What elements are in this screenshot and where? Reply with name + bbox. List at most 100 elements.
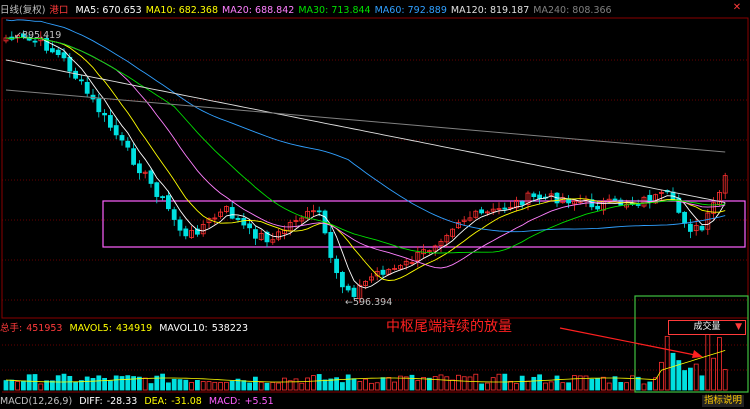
- volume-bar: [84, 376, 90, 391]
- volume-bar: [305, 377, 311, 391]
- volume-bar: [444, 376, 450, 391]
- ma-line-ma60: [5, 19, 726, 233]
- volume-bar: [154, 375, 160, 391]
- mavol5-label: MAVOL5:: [69, 323, 112, 334]
- volume-bar: [90, 378, 96, 391]
- macd-label: MACD:: [208, 396, 241, 407]
- candle: [496, 208, 502, 211]
- candle: [363, 280, 369, 286]
- volume-bar: [455, 374, 461, 391]
- volume-bar: [310, 375, 316, 391]
- candle: [102, 112, 107, 116]
- volume-bar: [397, 375, 403, 391]
- macd-params: MACD(12,26,9): [0, 396, 73, 407]
- volume-bar: [409, 374, 415, 391]
- volume-bar: [647, 381, 653, 391]
- volume-bar: [438, 374, 444, 391]
- candle: [131, 148, 137, 165]
- symbol-label: 港口: [49, 5, 69, 16]
- volume-bar: [241, 380, 247, 391]
- candle: [525, 192, 531, 205]
- volume-bar: [426, 377, 432, 391]
- volume-bar: [624, 382, 629, 391]
- volume-label: 总手:: [0, 323, 23, 334]
- volume-bar: [200, 381, 206, 391]
- candle: [380, 269, 386, 275]
- candle: [455, 222, 461, 229]
- candle: [479, 209, 485, 214]
- candle: [357, 284, 363, 299]
- volume-bar: [537, 374, 542, 391]
- candle: [351, 287, 357, 297]
- volume-bar: [490, 377, 496, 391]
- high-price-marker: ↙895.419: [14, 30, 62, 41]
- volume-bar: [247, 382, 253, 391]
- candle: [136, 163, 142, 174]
- volume-bar: [473, 373, 479, 391]
- volume-bar: [136, 376, 142, 391]
- volume-bar: [38, 383, 44, 391]
- candle: [108, 115, 113, 128]
- period-label[interactable]: 日线(复权): [0, 5, 46, 16]
- close-icon[interactable]: ✕: [732, 2, 742, 13]
- volume-bar: [357, 381, 363, 391]
- candle: [154, 182, 160, 197]
- candle: [693, 225, 699, 232]
- volume-bar: [26, 374, 32, 391]
- volume-bar: [659, 361, 664, 391]
- volume-bar: [322, 379, 328, 391]
- volume-bar: [235, 378, 241, 391]
- volume-bar: [73, 381, 78, 391]
- volume-bar: [664, 335, 670, 391]
- volume-bar: [50, 380, 55, 391]
- volume-bar: [467, 376, 473, 391]
- volume-bar: [9, 379, 15, 391]
- candle: [189, 229, 195, 238]
- annotation-arrowhead: [692, 350, 703, 358]
- volume-bar: [670, 352, 676, 391]
- candle: [484, 211, 490, 214]
- candle: [339, 271, 345, 288]
- candle: [334, 258, 340, 274]
- candle: [252, 229, 258, 239]
- candle: [171, 209, 177, 220]
- volume-bar: [351, 378, 357, 391]
- candle: [84, 81, 90, 94]
- candle: [461, 219, 467, 222]
- candle: [50, 48, 55, 53]
- volume-bar: [142, 377, 148, 391]
- indicator-help-button[interactable]: 指标说明: [702, 395, 745, 407]
- candle: [705, 212, 711, 230]
- volume-bar: [548, 381, 554, 391]
- candle: [711, 202, 716, 214]
- ma-legend-ma120: MA120: 819.187: [450, 5, 530, 16]
- candle: [235, 217, 241, 220]
- volume-bar: [160, 373, 166, 391]
- candle: [223, 206, 229, 213]
- volume-dropdown-label: 成交量: [693, 322, 721, 332]
- ma-legend-ma10: MA10: 682.368: [145, 5, 219, 16]
- volume-bar: [339, 382, 345, 391]
- volume-bar: [601, 376, 606, 391]
- volume-bar: [693, 363, 699, 391]
- candle: [79, 79, 84, 82]
- candle: [55, 49, 61, 56]
- candle: [270, 239, 276, 243]
- volume-legend: 总手: 451953 MAVOL5: 434919 MAVOL10: 538223: [0, 322, 252, 336]
- candle: [467, 217, 473, 221]
- candle: [32, 40, 38, 43]
- volume-bar: [682, 370, 687, 391]
- candle: [688, 223, 693, 232]
- candle: [328, 232, 334, 258]
- volume-bar: [20, 380, 26, 391]
- volume-bar: [189, 382, 195, 391]
- volume-bar: [79, 380, 84, 391]
- candle: [659, 191, 664, 194]
- candle: [310, 210, 316, 213]
- volume-bar: [421, 377, 427, 391]
- volume-indicator-dropdown[interactable]: 成交量 ▼: [668, 320, 746, 335]
- volume-bar: [108, 380, 113, 391]
- volume-bar: [3, 380, 9, 391]
- volume-bar: [415, 380, 421, 391]
